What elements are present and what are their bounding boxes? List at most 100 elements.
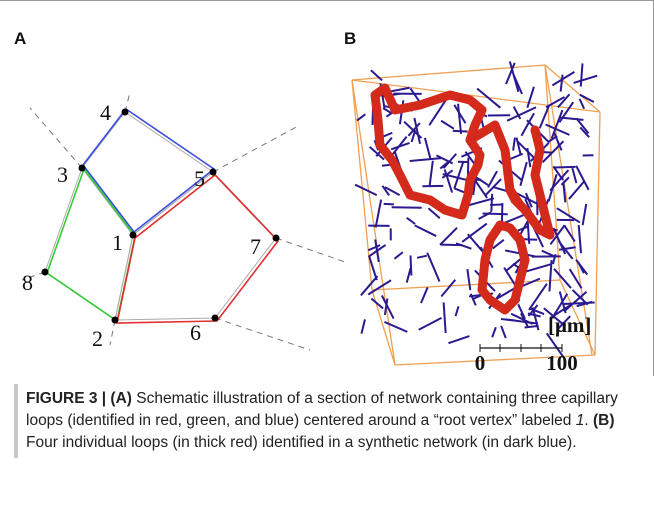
- vessel: [413, 117, 421, 145]
- vessel: [384, 186, 401, 196]
- caption-text: 1: [575, 412, 585, 429]
- schematic: 1 2 3 4 5 6 7 8: [21, 91, 346, 351]
- vessel: [551, 71, 575, 87]
- vessel: [526, 222, 531, 244]
- vessel: [576, 300, 593, 308]
- vertex-label: 2: [92, 326, 103, 351]
- vessel: [515, 137, 522, 155]
- vertex: [129, 231, 137, 239]
- vessel: [368, 244, 387, 258]
- vessel: [452, 129, 468, 133]
- vessel: [575, 117, 590, 135]
- vessel: [562, 183, 567, 203]
- vessel: [474, 180, 488, 199]
- vessel: [441, 169, 454, 179]
- panel-label: B: [344, 29, 356, 48]
- vessel: [531, 307, 540, 331]
- vessel: [393, 251, 404, 260]
- vertex-label: 8: [22, 270, 33, 295]
- vessel: [448, 335, 470, 345]
- dashed-edge: [21, 271, 46, 281]
- vessel: [577, 224, 583, 254]
- caption: FIGURE 3 | (A) Schematic illustration of…: [14, 384, 644, 458]
- caption-text: Schematic illustration of a section of n…: [26, 390, 618, 429]
- vessel: [568, 180, 586, 200]
- vessel: [551, 253, 557, 265]
- vessel: [409, 157, 442, 163]
- vessel: [510, 312, 533, 325]
- vessel: [558, 291, 567, 314]
- vessel: [453, 161, 465, 189]
- vessel: [508, 318, 538, 325]
- vessel: [524, 263, 551, 273]
- vessel: [500, 325, 507, 339]
- vessel: [558, 101, 575, 123]
- vessel: [541, 249, 556, 258]
- vessel: [454, 306, 460, 317]
- vessel: [360, 275, 379, 296]
- vessel: [487, 170, 498, 188]
- vessel: [491, 326, 497, 338]
- vessel: [528, 283, 548, 311]
- vertex-label: 3: [57, 162, 68, 187]
- vessel: [528, 307, 545, 315]
- vertex-label: 5: [194, 166, 205, 191]
- panel-label: A: [14, 29, 26, 48]
- vessel: [557, 93, 571, 109]
- vessel: [581, 203, 588, 226]
- vessel: [407, 122, 421, 137]
- vessel: [578, 98, 586, 110]
- vessel: [418, 317, 442, 331]
- vessel: [383, 298, 389, 316]
- box-edge: [544, 64, 561, 281]
- vessel: [579, 93, 595, 103]
- loop-tube: [370, 83, 487, 220]
- vessel: [391, 206, 422, 209]
- vessel: [360, 319, 366, 334]
- vessel: [553, 293, 569, 316]
- vertex: [121, 108, 129, 116]
- vessel: [579, 126, 590, 138]
- vessel: [547, 135, 558, 144]
- vessel: [556, 207, 581, 224]
- vessel: [428, 160, 434, 186]
- caption-text: Four individual loops (in thick red) ide…: [26, 434, 577, 451]
- dashed-edge: [29, 107, 83, 169]
- scale-unit: [μm]: [548, 313, 591, 337]
- vessel: [476, 87, 501, 109]
- vessel: [367, 244, 381, 252]
- vertex: [41, 268, 49, 276]
- vessel: [370, 69, 383, 82]
- vessel: [552, 227, 567, 255]
- vessel: [571, 167, 578, 184]
- vessel: [466, 268, 472, 291]
- vertex: [78, 164, 86, 172]
- vessel: [367, 279, 392, 296]
- vessel: [516, 140, 537, 161]
- vessel: [457, 103, 463, 135]
- vertex-label: 6: [190, 320, 201, 345]
- vessel: [409, 255, 413, 276]
- vessel: [440, 119, 455, 130]
- vessel: [557, 315, 571, 330]
- vessel: [512, 106, 522, 120]
- vessel: [519, 161, 528, 187]
- vessel: [440, 279, 457, 298]
- vessel: [550, 109, 564, 139]
- vessel: [490, 193, 494, 212]
- box-edge: [351, 79, 373, 291]
- vessel: [543, 307, 566, 327]
- vessel: [367, 255, 378, 281]
- vessel: [428, 100, 447, 126]
- box-edge: [544, 64, 601, 113]
- box-edge: [394, 354, 596, 366]
- vessel: [482, 212, 508, 216]
- dashed-edge: [109, 319, 116, 346]
- box-edge: [594, 111, 601, 356]
- box-edge: [351, 79, 396, 366]
- scale-label: 0: [475, 351, 486, 375]
- box-edge: [559, 279, 596, 356]
- dashed-edge: [214, 317, 311, 351]
- vessel: [545, 332, 566, 359]
